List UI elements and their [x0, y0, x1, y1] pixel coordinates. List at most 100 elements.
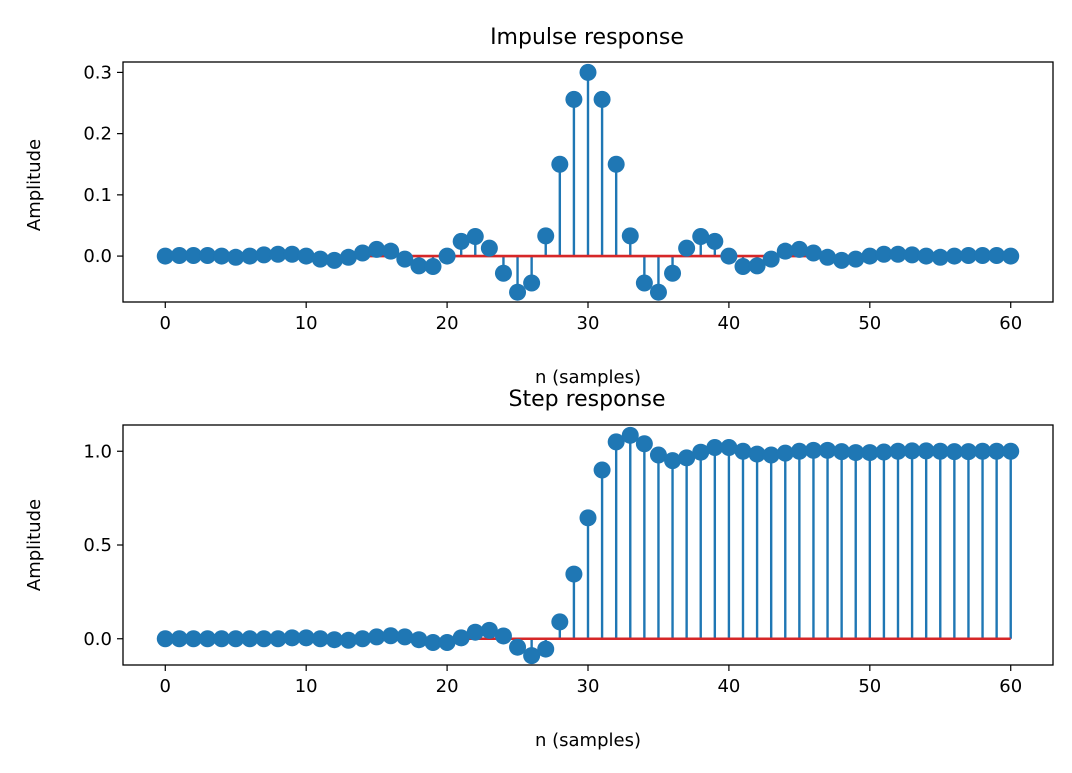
step-stem-marker	[649, 446, 667, 464]
impulse-stem-marker	[579, 63, 597, 81]
impulse-stem-marker	[537, 227, 555, 245]
step-stem-marker	[184, 630, 202, 648]
impulse-stem-marker	[509, 283, 527, 301]
impulse-stem-marker	[621, 227, 639, 245]
step-stem-marker	[748, 445, 766, 463]
impulse-y-tick-label: 0.2	[83, 124, 112, 145]
impulse-stem-marker	[368, 240, 386, 258]
step-stem-marker	[241, 630, 259, 648]
step-stem-marker	[678, 449, 696, 467]
step-stem-marker	[762, 446, 780, 464]
impulse-stem-marker	[607, 155, 625, 173]
impulse-stem-marker	[283, 245, 301, 263]
impulse-stem-marker	[241, 247, 259, 265]
impulse-x-tick-label: 50	[858, 313, 881, 334]
impulse-stem-marker	[945, 247, 963, 265]
impulse-stem-marker	[917, 247, 935, 265]
impulse-stem-marker	[861, 247, 879, 265]
impulse-response-plot: Impulse response Amplitude n (samples) 0…	[24, 25, 1054, 388]
impulse-stem-marker	[664, 264, 682, 282]
step-stem-marker	[339, 631, 357, 649]
step-stem-marker	[804, 441, 822, 459]
step-stem-marker	[382, 627, 400, 645]
step-stem-marker	[819, 441, 837, 459]
impulse-stem-marker	[988, 246, 1006, 264]
impulse-y-tick-label: 0.3	[83, 62, 112, 83]
step-plot-title: Step response	[508, 387, 665, 412]
step-stem-marker	[170, 630, 188, 648]
impulse-stem-marker	[847, 250, 865, 268]
impulse-y-tick-label: 0.0	[83, 246, 112, 267]
impulse-stem-marker	[424, 257, 442, 275]
impulse-stem-marker	[734, 257, 752, 275]
step-stem-marker	[537, 640, 555, 658]
impulse-stem-marker	[833, 251, 851, 269]
step-stem-marker	[297, 629, 315, 647]
step-plot-frame	[122, 424, 1054, 666]
impulse-stem-marker	[720, 247, 738, 265]
step-stem-marker	[255, 630, 273, 648]
impulse-plot-title: Impulse response	[490, 25, 684, 50]
step-stem-marker	[1002, 442, 1020, 460]
impulse-stem-marker	[523, 274, 541, 292]
impulse-stem-marker	[762, 250, 780, 268]
step-stem-marker	[833, 443, 851, 461]
step-stem-marker	[156, 630, 174, 648]
step-stem-marker	[509, 638, 527, 656]
step-stem-marker	[790, 442, 808, 460]
step-stem-marker	[607, 433, 625, 451]
step-stem-marker	[396, 628, 414, 646]
impulse-stem-marker	[170, 246, 188, 264]
step-stem-marker	[551, 613, 569, 631]
step-stem-marker	[931, 442, 949, 460]
step-stem-marker	[917, 442, 935, 460]
impulse-stem-marker	[325, 251, 343, 269]
impulse-stem-marker	[692, 227, 710, 245]
step-stems	[156, 426, 1020, 665]
impulse-stem-marker	[255, 246, 273, 264]
step-stem-marker	[227, 630, 245, 648]
impulse-stem-marker	[974, 246, 992, 264]
impulse-x-axis-label: n (samples)	[535, 367, 641, 388]
impulse-stem-marker	[480, 239, 498, 257]
step-stem-marker	[213, 630, 231, 648]
step-stem-marker	[354, 630, 372, 648]
step-x-tick-label: 60	[999, 676, 1022, 697]
step-x-tick-label: 30	[577, 676, 600, 697]
impulse-y-tick-label: 0.1	[83, 185, 112, 206]
step-stem-marker	[706, 439, 724, 456]
step-x-tick-label: 20	[436, 676, 459, 697]
step-stem-marker	[776, 444, 794, 462]
impulse-stem-marker	[199, 246, 217, 264]
impulse-stem-marker	[593, 90, 611, 108]
step-x-axis-label: n (samples)	[535, 730, 641, 751]
impulse-x-tick-label: 40	[717, 313, 740, 334]
step-stem-marker	[593, 461, 611, 479]
impulse-stem-marker	[776, 242, 794, 260]
step-stem-marker	[410, 631, 428, 649]
step-stem-marker	[424, 634, 442, 651]
step-stem-marker	[523, 647, 541, 665]
step-stem-marker	[621, 426, 639, 444]
step-stem-marker	[945, 443, 963, 461]
step-stem-marker	[494, 627, 512, 645]
impulse-axis-ticks: 0 10 20 30 40 50 60 0.0 0.1 0.2 0.3	[83, 62, 1022, 334]
impulse-stem-marker	[748, 257, 766, 275]
step-stem-marker	[903, 442, 921, 460]
impulse-stem-marker	[269, 245, 287, 263]
impulse-stem-marker	[959, 246, 977, 264]
step-x-tick-label: 40	[717, 676, 740, 697]
impulse-stem-marker	[354, 244, 372, 262]
step-stem-marker	[875, 443, 893, 461]
step-stem-marker	[847, 444, 865, 462]
impulse-stem-marker	[184, 246, 202, 264]
step-stem-marker	[635, 435, 653, 453]
impulse-stem-marker	[466, 227, 484, 245]
step-stem-marker	[438, 634, 456, 651]
impulse-stem-marker	[903, 246, 921, 264]
impulse-x-tick-label: 60	[999, 313, 1022, 334]
step-y-tick-label: 1.0	[83, 441, 112, 462]
step-stem-marker	[480, 621, 498, 639]
step-stem-marker	[565, 565, 583, 583]
impulse-plot-frame	[122, 61, 1054, 303]
